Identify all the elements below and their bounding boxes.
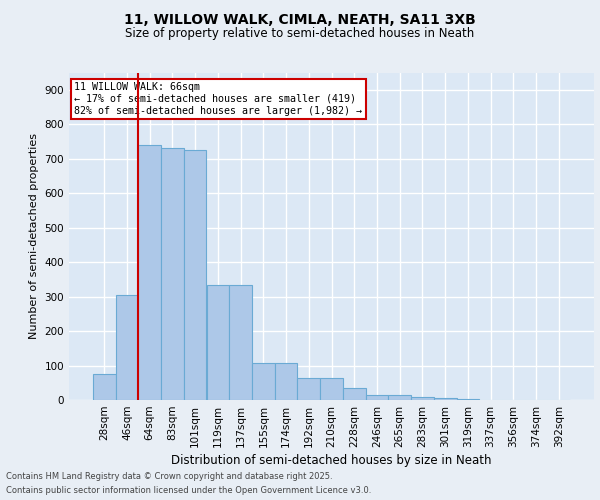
Bar bbox=[320, 378, 343, 400]
Bar bbox=[184, 150, 206, 400]
Bar bbox=[434, 398, 457, 400]
Bar bbox=[139, 145, 161, 400]
Bar bbox=[411, 396, 434, 400]
Text: 11 WILLOW WALK: 66sqm
← 17% of semi-detached houses are smaller (419)
82% of sem: 11 WILLOW WALK: 66sqm ← 17% of semi-deta… bbox=[74, 82, 362, 116]
Text: Contains public sector information licensed under the Open Government Licence v3: Contains public sector information licen… bbox=[6, 486, 371, 495]
Y-axis label: Number of semi-detached properties: Number of semi-detached properties bbox=[29, 133, 39, 339]
Bar bbox=[275, 363, 298, 400]
Bar bbox=[343, 388, 365, 400]
Bar bbox=[93, 374, 116, 400]
Bar bbox=[161, 148, 184, 400]
Bar bbox=[298, 378, 320, 400]
Bar bbox=[388, 395, 411, 400]
Bar bbox=[252, 363, 275, 400]
Bar bbox=[229, 284, 252, 400]
Bar bbox=[116, 295, 139, 400]
Bar bbox=[365, 395, 388, 400]
X-axis label: Distribution of semi-detached houses by size in Neath: Distribution of semi-detached houses by … bbox=[171, 454, 492, 467]
Text: Size of property relative to semi-detached houses in Neath: Size of property relative to semi-detach… bbox=[125, 28, 475, 40]
Bar bbox=[206, 284, 229, 400]
Text: 11, WILLOW WALK, CIMLA, NEATH, SA11 3XB: 11, WILLOW WALK, CIMLA, NEATH, SA11 3XB bbox=[124, 12, 476, 26]
Text: Contains HM Land Registry data © Crown copyright and database right 2025.: Contains HM Land Registry data © Crown c… bbox=[6, 472, 332, 481]
